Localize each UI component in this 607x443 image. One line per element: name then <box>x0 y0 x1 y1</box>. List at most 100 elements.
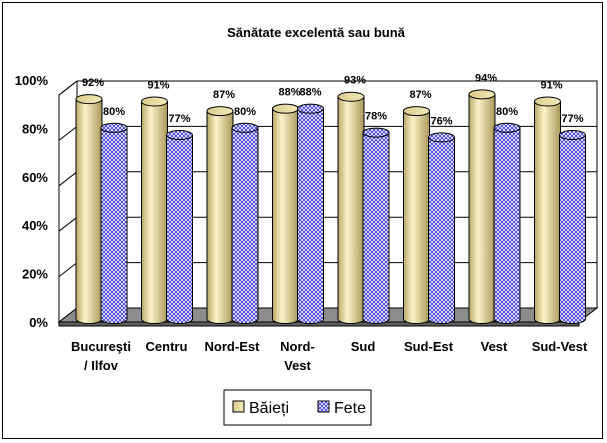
bar-top <box>559 129 586 140</box>
bar-fete <box>428 132 455 324</box>
bar-body <box>403 110 430 324</box>
x-tick-label-line: Bucureşti <box>71 339 131 354</box>
data-label: 80% <box>496 106 518 118</box>
bar-top <box>297 103 324 114</box>
x-tick-label-line: Centru <box>146 339 188 354</box>
bar-fete <box>100 122 128 324</box>
bar-body <box>428 136 455 324</box>
x-tick-label: Sud-Est <box>404 339 454 354</box>
bar-fete <box>559 129 586 324</box>
x-axis-tick-labels: Bucureşti / Ilfov Centru Nord-Est Nord- Vest S… <box>71 339 588 373</box>
x-tick-label: Nord- Vest <box>280 339 315 373</box>
data-label: 76% <box>430 115 452 127</box>
bar-top <box>493 122 521 133</box>
gridline-depth <box>58 262 78 277</box>
bar-fete <box>166 129 193 324</box>
bar-body <box>468 93 496 324</box>
data-label: 88% <box>299 87 321 99</box>
x-tick-label: Sud-Vest <box>532 339 588 354</box>
bar-top <box>141 96 168 107</box>
bar-top <box>534 96 561 107</box>
bar-top <box>75 94 103 105</box>
data-label: 77% <box>561 113 583 125</box>
bar-baieti <box>75 94 103 324</box>
bar-fete <box>297 103 324 324</box>
bar-body <box>75 98 103 324</box>
legend-box <box>223 389 372 426</box>
y-tick-label: 0% <box>29 315 48 330</box>
legend-swatch-fete <box>317 400 330 413</box>
bar-body <box>337 96 365 324</box>
bar-baieti <box>141 96 168 324</box>
bar-baieti <box>206 106 234 324</box>
legend: Băieți Fete <box>223 389 372 426</box>
bar-baieti <box>337 91 365 324</box>
x-tick-label-line: Nord- <box>280 339 315 354</box>
gridline-depth <box>58 171 78 187</box>
data-label: 80% <box>234 106 256 118</box>
bar-baieti <box>272 103 299 324</box>
y-tick-label: 100% <box>15 73 49 88</box>
gridline-depth <box>58 126 78 141</box>
data-labels: 92% 80% 91% 77% 87% 80% 88%88% 93% 78% 87% 76% 94% 8… <box>82 72 584 127</box>
bar-body <box>206 110 234 324</box>
legend-label-baieti: Băieți <box>249 400 289 417</box>
bar-body <box>534 101 561 324</box>
bar-body <box>166 134 193 324</box>
legend-label-fete: Fete <box>334 400 366 417</box>
bar-body <box>100 127 128 324</box>
x-tick-label: Bucureşti / Ilfov <box>71 339 131 373</box>
bar-baieti <box>403 106 430 324</box>
x-tick-label-line: Sud-Vest <box>532 339 588 354</box>
gridline-depth <box>58 216 78 232</box>
bar-fete <box>493 122 521 324</box>
y-axis-tick-labels: 0% 20% 40% 60% 80% 100% <box>15 73 49 330</box>
x-tick-label-line: Vest <box>481 339 508 354</box>
x-tick-label: Vest <box>481 339 508 354</box>
legend-swatch-baieti <box>232 400 245 413</box>
data-label: 78% <box>365 111 387 123</box>
x-tick-label-line: / Ilfov <box>84 358 119 373</box>
data-label: 91% <box>540 80 562 92</box>
bar-fete <box>231 122 259 324</box>
bar-fete <box>362 127 390 324</box>
x-tick-label: Sud <box>351 339 376 354</box>
bar-body <box>141 101 168 324</box>
bar-top <box>206 106 234 117</box>
bar-top <box>272 103 299 114</box>
bar-top <box>362 127 390 138</box>
bar-body <box>297 108 324 324</box>
x-tick-label: Centru <box>146 339 188 354</box>
bar-body <box>493 127 521 324</box>
data-label: 80% <box>103 106 125 118</box>
data-label: 77% <box>168 113 190 125</box>
bar-top <box>403 106 430 117</box>
bar-baieti <box>468 89 496 324</box>
bar-body <box>272 108 299 324</box>
x-tick-label: Nord-Est <box>205 339 261 354</box>
x-tick-label-line: Sud-Est <box>404 339 454 354</box>
bar-body <box>559 134 586 324</box>
bar-top <box>337 91 365 102</box>
bar-top <box>166 129 193 140</box>
data-label: 92% <box>82 77 104 89</box>
data-label: 87% <box>409 89 431 101</box>
y-tick-label: 80% <box>22 121 48 136</box>
bar-baieti <box>534 96 561 324</box>
bar-top <box>468 89 496 100</box>
bar-body <box>362 132 390 324</box>
y-tick-label: 40% <box>22 218 48 233</box>
y-tick-label: 20% <box>22 267 48 282</box>
data-label: 88% <box>278 87 300 99</box>
x-tick-label-line: Sud <box>351 339 376 354</box>
data-label: 93% <box>344 75 366 87</box>
chart-title: Sănătate excelentă sau bună <box>227 25 406 40</box>
data-label: 87% <box>213 89 235 101</box>
x-tick-label-line: Nord-Est <box>205 339 261 354</box>
bar-top <box>231 122 259 133</box>
y-tick-label: 60% <box>22 170 48 185</box>
bars-group <box>75 89 586 324</box>
data-label: 91% <box>147 80 169 92</box>
gridline-depth <box>58 80 78 96</box>
